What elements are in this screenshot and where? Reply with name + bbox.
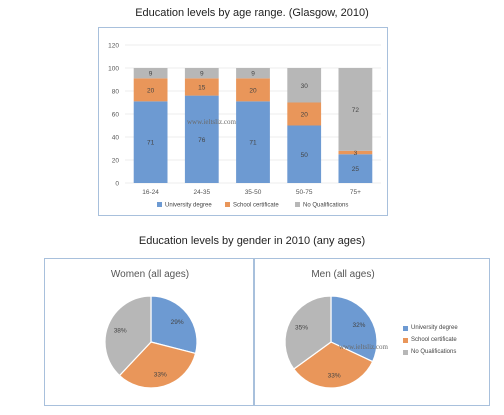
x-tick-label: 75+ — [350, 189, 361, 196]
bar-chart-frame: 0 20 40 60 80 100 120 71 20 9 16-24 76 15 9 24-35 71 20 9… — [98, 27, 388, 216]
legend-swatch — [295, 202, 300, 207]
legend-label: University degree — [165, 203, 212, 209]
legend-item-school: School certificate — [403, 337, 458, 343]
pie-section-title: Education levels by gender in 2010 (any … — [138, 235, 366, 247]
bar-data-label: 9 — [149, 71, 153, 78]
bar-data-label: 76 — [198, 137, 206, 144]
bar-data-label: 9 — [251, 71, 255, 78]
pie-legend: University degree School certificate No … — [403, 325, 458, 361]
legend-swatch — [403, 325, 408, 331]
legend-label: University degree — [411, 325, 458, 331]
bar-segment — [133, 78, 168, 102]
watermark: www.ieltsliz.com — [187, 118, 236, 126]
bar-chart-title: Education levels by age range. (Glasgow,… — [135, 7, 369, 19]
bar-data-label: 25 — [352, 166, 360, 173]
pie-data-label: 38% — [114, 327, 127, 334]
bar-segment — [338, 150, 373, 155]
x-tick-label: 35-50 — [245, 189, 262, 196]
y-tick-label: 20 — [112, 158, 120, 165]
men-pie-title: Men (all ages) — [311, 269, 375, 280]
pie-slice — [330, 295, 378, 363]
y-tick-label: 40 — [112, 135, 120, 142]
pie-slice — [284, 295, 332, 370]
pie-data-label: 35% — [295, 324, 308, 331]
x-tick-label: 50-75 — [296, 189, 313, 196]
women-pie-chart: 29% 33% 38% — [104, 295, 198, 389]
watermark-pie: www.ieltsliz.com — [339, 343, 388, 351]
bar-segment — [236, 101, 270, 183]
bar-segment — [338, 154, 373, 183]
pie-slice — [150, 295, 198, 355]
bar-data-label: 30 — [301, 83, 309, 90]
y-tick-label: 80 — [112, 89, 120, 96]
legend-swatch — [157, 202, 162, 207]
x-tick-label: 24-35 — [193, 189, 210, 196]
bar-segment — [236, 78, 270, 102]
pie-slice — [118, 341, 197, 389]
bar-segment — [287, 102, 322, 126]
legend-label: School certificate — [411, 337, 457, 343]
bar-data-label: 20 — [147, 87, 155, 94]
pie-data-label: 33% — [328, 372, 341, 379]
bar-data-label: 9 — [200, 71, 204, 78]
bar-data-label: 3 — [354, 150, 358, 157]
bar-segment — [338, 68, 373, 151]
pie-slice — [292, 341, 374, 389]
bar-segment — [133, 101, 168, 183]
legend-swatch — [403, 349, 408, 355]
x-tick-label: 16-24 — [142, 189, 159, 196]
legend-swatch — [225, 202, 230, 207]
bar-segment — [184, 78, 219, 96]
bar-segment — [133, 68, 168, 79]
bar-segment — [184, 68, 219, 79]
y-tick-label: 0 — [115, 181, 119, 188]
legend-swatch — [403, 337, 408, 343]
bar-segment — [184, 95, 219, 183]
pie-slice — [104, 295, 152, 377]
legend-item-none: No Qualifications — [403, 349, 458, 355]
bar-data-label: 15 — [198, 84, 206, 91]
bar-segment — [236, 68, 270, 79]
y-tick-label: 120 — [108, 43, 119, 50]
legend-label: School certificate — [233, 203, 279, 209]
bar-data-label: 72 — [352, 107, 360, 114]
pie-data-label: 32% — [352, 322, 365, 329]
bar-data-label: 20 — [249, 87, 257, 94]
men-pie-chart: 32% 33% 35% — [284, 295, 378, 389]
legend-label: No Qualifications — [411, 349, 457, 355]
legend-label: No Qualifications — [303, 203, 348, 209]
pie-data-label: 29% — [171, 319, 184, 326]
bar-legend: University degree School certificate No Qu… — [157, 202, 348, 209]
bar-data-label: 20 — [301, 112, 309, 119]
pie-data-label: 33% — [154, 371, 167, 378]
men-pie-frame: Men (all ages) 32% 33% 35% www.ieltsliz.co… — [254, 258, 490, 406]
bar-data-label: 71 — [249, 140, 257, 147]
y-tick-label: 100 — [108, 66, 119, 73]
bar-segment — [287, 125, 322, 183]
legend-item-university: University degree — [403, 325, 458, 331]
y-tick-label: 60 — [112, 112, 120, 119]
bar-segment — [287, 68, 322, 103]
bar-chart: 0 20 40 60 80 100 120 71 20 9 16-24 76 15 9 24-35 71 20 9… — [108, 43, 381, 209]
bar-data-label: 71 — [147, 140, 155, 147]
bar-data-label: 50 — [301, 152, 309, 159]
women-pie-frame: Women (all ages) 29% 33% 38% — [44, 258, 254, 406]
women-pie-title: Women (all ages) — [110, 269, 190, 280]
